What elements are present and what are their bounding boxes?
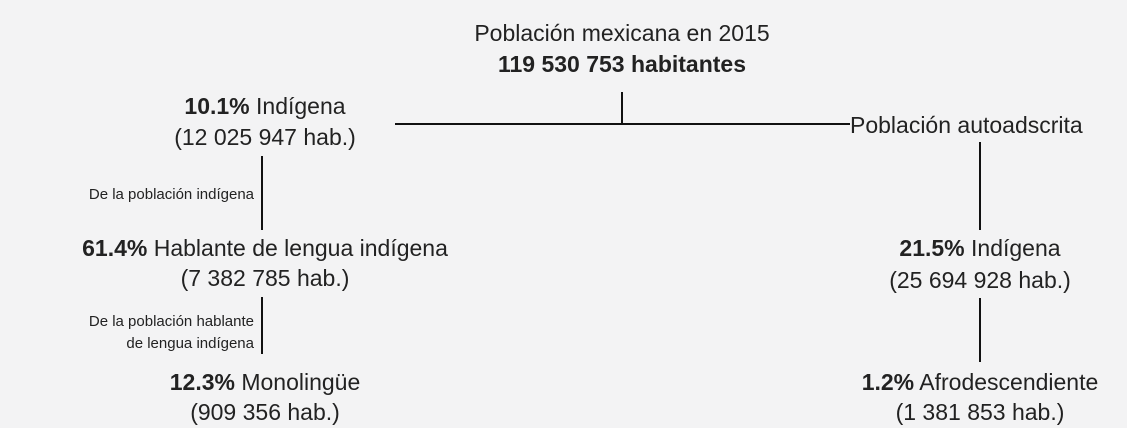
edge-label: De la población hablante [89,313,254,330]
node-count: (7 382 785 hab.) [181,265,350,291]
edge-label: De la población indígena [89,186,255,203]
node-label: 12.3% Monolingüe [170,369,361,395]
node-percent: 12.3% [170,369,235,395]
node-label: 1.2% Afrodescendiente [862,369,1099,395]
node-percent: 10.1% [184,93,249,119]
node-name: Afrodescendiente [919,369,1098,395]
node-name: Indígena [971,235,1061,261]
node-percent: 21.5% [899,235,964,261]
node-label: 10.1% Indígena [184,93,345,119]
edge-label: de lengua indígena [126,335,254,352]
node-count: (12 025 947 hab.) [174,124,356,150]
node-percent: 61.4% [82,235,147,261]
right-title: Población autoadscrita [850,112,1083,138]
root-total: 119 530 753 habitantes [498,51,746,77]
node-count: (909 356 hab.) [190,399,340,425]
node-count: (25 694 928 hab.) [889,267,1071,293]
node-name: Indígena [256,93,346,119]
node-name: Monolingüe [241,369,360,395]
node-percent: 1.2% [862,369,914,395]
node-label: 21.5% Indígena [899,235,1060,261]
node-label: 61.4% Hablante de lengua indígena [82,235,448,261]
node-name: Hablante de lengua indígena [154,235,448,261]
node-count: (1 381 853 hab.) [896,399,1065,425]
root-title: Población mexicana en 2015 [474,20,769,46]
